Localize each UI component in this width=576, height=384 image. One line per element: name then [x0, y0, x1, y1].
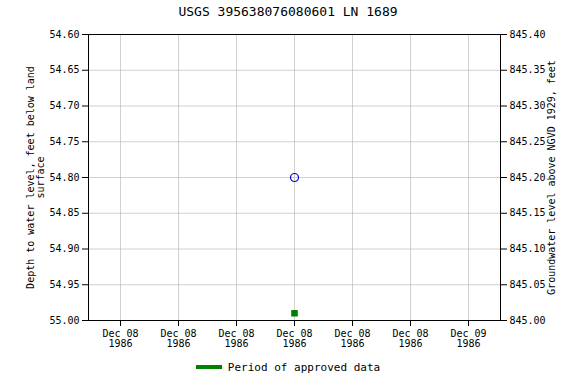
svg-text:845.40: 845.40: [510, 29, 546, 40]
svg-text:Dec 081986: Dec 081986: [218, 328, 254, 349]
svg-text:54.80: 54.80: [49, 172, 79, 183]
svg-text:Dec 091986: Dec 091986: [450, 328, 486, 349]
svg-text:Groundwater level above NGVD 1: Groundwater level above NGVD 1929, feet: [546, 60, 557, 295]
svg-text:54.60: 54.60: [49, 29, 79, 40]
svg-text:845.10: 845.10: [510, 243, 546, 254]
svg-text:55.00: 55.00: [49, 315, 79, 326]
svg-text:845.05: 845.05: [510, 279, 546, 290]
svg-text:Dec 081986: Dec 081986: [334, 328, 370, 349]
html-text:Period of approved data: Period of approved data: [227, 360, 381, 374]
svg-text:54.90: 54.90: [49, 243, 79, 254]
svg-text:54.85: 54.85: [49, 207, 79, 218]
svg-text:54.70: 54.70: [49, 100, 79, 111]
svg-text:Dec 081986: Dec 081986: [392, 328, 428, 349]
svg-text:54.65: 54.65: [49, 64, 79, 75]
svg-text:845.00: 845.00: [510, 315, 546, 326]
svg-text:845.30: 845.30: [510, 100, 546, 111]
svg-text:Dec 081986: Dec 081986: [102, 328, 138, 349]
svg-text:845.25: 845.25: [510, 136, 546, 147]
svg-text:54.75: 54.75: [49, 136, 79, 147]
html-text:USGS 395638076080601 LN 1689: USGS 395638076080601 LN 1689: [178, 4, 398, 19]
svg-text:54.95: 54.95: [49, 279, 79, 290]
svg-text:Dec 081986: Dec 081986: [276, 328, 312, 349]
svg-text:845.20: 845.20: [510, 172, 546, 183]
svg-text:845.15: 845.15: [510, 207, 546, 218]
svg-text:Dec 081986: Dec 081986: [160, 328, 196, 349]
svg-text:Depth to water level, feet bel: Depth to water level, feet below landsur…: [25, 66, 46, 289]
svg-text:845.35: 845.35: [510, 64, 546, 75]
